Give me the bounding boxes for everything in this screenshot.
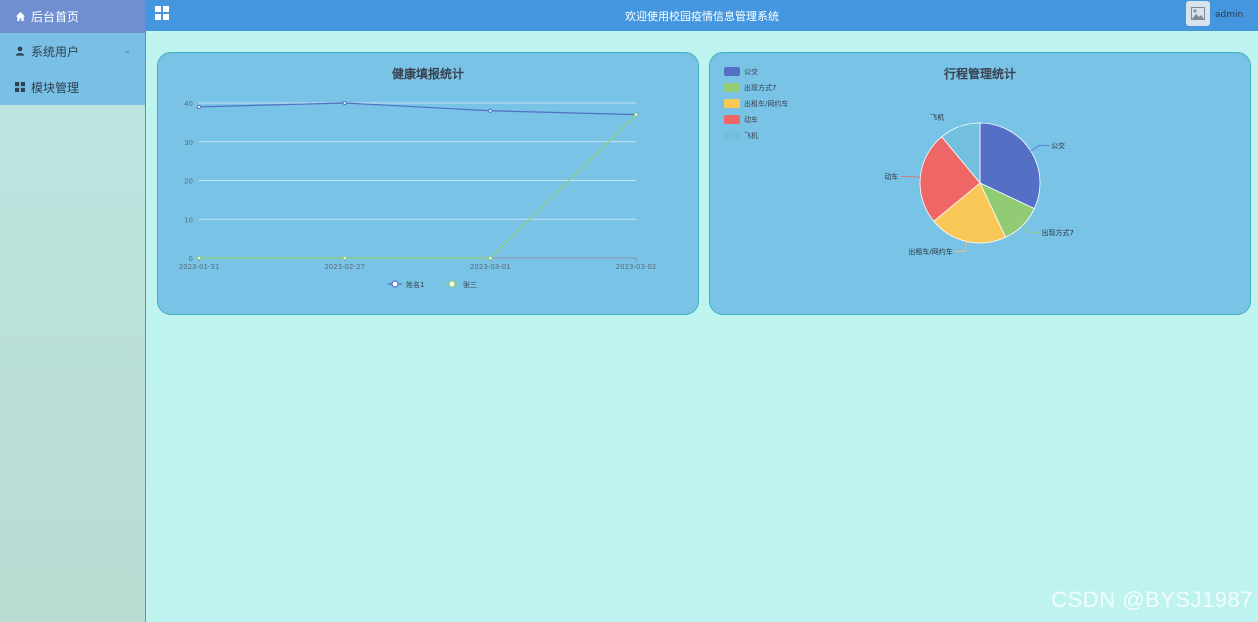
watermark: CSDN @BYSJ1987 <box>1051 587 1253 612</box>
page-title: 欢迎使用校园疫情信息管理系统 <box>625 10 779 23</box>
y-tick-label: 10 <box>184 216 193 224</box>
legend-label: 飞机 <box>744 131 758 140</box>
sidebar: 后台首页 系统用户 ⌄ 模块管理 <box>0 0 146 622</box>
chart-title: 健康填报统计 <box>391 67 464 81</box>
legend-label: 张三 <box>463 280 477 289</box>
chart-title: 行程管理统计 <box>943 67 1016 81</box>
legend-label: 出租车/网约车 <box>744 99 788 108</box>
label-line <box>1030 145 1050 152</box>
slice-label: 飞机 <box>930 113 944 122</box>
sidebar-item-home[interactable]: 后台首页 <box>0 0 145 33</box>
home-icon <box>14 11 26 23</box>
label-line <box>954 241 968 252</box>
legend-swatch <box>724 83 740 92</box>
health-report-card: 健康填报统计 0 10 20 30 40 2023-01-31 2023-02-27 2023… <box>157 52 699 315</box>
legend-item: 张三 <box>445 280 477 289</box>
x-tick-label: 2023-03-02 <box>616 263 657 271</box>
legend-label: 出现方式7 <box>744 83 776 92</box>
y-tick-label: 0 <box>189 255 193 263</box>
sidebar-item-system-users[interactable]: 系统用户 ⌄ <box>0 33 145 69</box>
x-tick-label: 2023-03-01 <box>470 263 511 271</box>
legend-marker <box>391 280 399 288</box>
data-point <box>633 112 639 117</box>
health-line-chart: 0 10 20 30 40 2023-01-31 2023-02-27 2023-03-01 2… <box>179 100 657 289</box>
legend-item: 出租车/网约车 <box>724 99 788 108</box>
sidebar-menu: 后台首页 系统用户 ⌄ 模块管理 <box>0 0 145 105</box>
legend-item: 公交 <box>724 67 758 76</box>
x-tick-label: 2023-01-31 <box>179 263 220 271</box>
user-icon <box>14 45 26 57</box>
pie-slice <box>941 122 981 185</box>
image-icon <box>1191 7 1205 20</box>
avatar[interactable] <box>1186 1 1210 26</box>
x-tick-label: 2023-02-27 <box>324 263 365 271</box>
legend-swatch <box>724 99 740 108</box>
y-tick-label: 30 <box>184 139 193 147</box>
chevron-down-icon: ⌄ <box>123 46 131 56</box>
sidebar-item-label: 系统用户 <box>31 44 80 59</box>
legend-swatch <box>724 115 740 124</box>
menu-toggle-icon[interactable] <box>155 6 171 22</box>
pie-slice <box>979 122 1041 210</box>
data-point <box>196 104 202 109</box>
trip-management-card: 行程管理统计 公交 出现方式7 出租车/网约车 动车 飞机 公交 出现方式7 出租车/网约车动… <box>709 52 1251 315</box>
legend-swatch <box>724 131 740 140</box>
y-tick-label: 40 <box>184 100 193 108</box>
pie-slice <box>919 136 981 222</box>
slice-label: 出租车/网约车 <box>908 247 952 256</box>
sidebar-item-module-management[interactable]: 模块管理 <box>0 69 145 105</box>
data-point <box>342 100 347 106</box>
data-point <box>488 108 493 113</box>
label-line <box>946 116 961 127</box>
series-line <box>199 114 637 259</box>
y-tick-label: 20 <box>184 178 193 186</box>
legend-swatch <box>724 67 740 76</box>
legend-label: 姓名1 <box>406 280 424 289</box>
user-name[interactable]: admin <box>1215 10 1244 20</box>
slice-label: 公交 <box>1051 141 1065 150</box>
sidebar-item-label: 后台首页 <box>31 10 80 24</box>
legend-item: 飞机 <box>724 131 758 140</box>
slice-label: 出现方式7 <box>1041 228 1073 237</box>
grid-icon <box>14 81 26 93</box>
top-header: 欢迎使用校园疫情信息管理系统 admin <box>146 0 1258 31</box>
sidebar-item-label: 模块管理 <box>31 80 80 95</box>
legend-label: 动车 <box>744 115 758 124</box>
label-line <box>1022 225 1040 233</box>
legend-label: 公交 <box>744 67 758 76</box>
data-point <box>196 255 202 261</box>
pie-slice <box>933 182 1007 244</box>
data-point <box>488 255 493 261</box>
legend-marker <box>448 280 456 288</box>
legend-item: 姓名1 <box>388 280 424 289</box>
legend-item: 出现方式7 <box>724 83 776 92</box>
slice-label: 动车 <box>884 172 898 181</box>
series-line <box>198 102 637 116</box>
label-line <box>900 176 921 178</box>
data-point <box>342 255 347 261</box>
legend-item: 动车 <box>724 115 758 124</box>
